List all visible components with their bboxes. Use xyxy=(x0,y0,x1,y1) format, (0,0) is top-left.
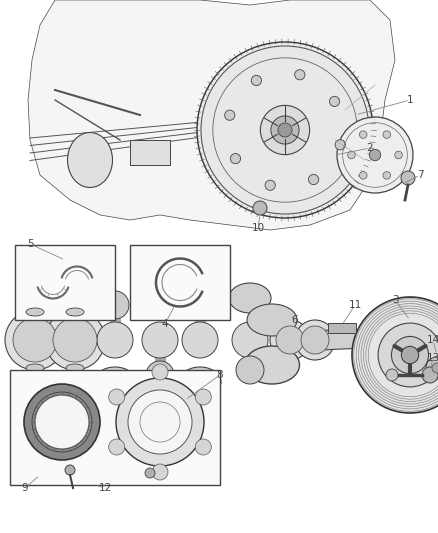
Text: 9: 9 xyxy=(22,483,28,493)
Text: 2: 2 xyxy=(367,143,373,153)
Circle shape xyxy=(392,336,428,374)
Circle shape xyxy=(386,369,398,381)
Ellipse shape xyxy=(66,308,84,316)
Circle shape xyxy=(360,172,367,179)
Circle shape xyxy=(152,464,168,480)
Circle shape xyxy=(401,346,419,364)
Circle shape xyxy=(97,322,133,358)
Circle shape xyxy=(186,291,214,319)
Circle shape xyxy=(182,322,218,358)
Circle shape xyxy=(276,326,304,354)
Circle shape xyxy=(271,116,299,144)
Ellipse shape xyxy=(244,346,300,384)
Text: 7: 7 xyxy=(417,170,423,180)
Circle shape xyxy=(195,389,211,405)
Circle shape xyxy=(146,361,174,389)
Text: 1: 1 xyxy=(407,95,413,105)
Text: 10: 10 xyxy=(251,223,265,233)
Circle shape xyxy=(195,439,211,455)
Circle shape xyxy=(369,149,381,161)
Text: 14: 14 xyxy=(426,335,438,345)
Circle shape xyxy=(337,117,413,193)
Circle shape xyxy=(236,356,264,384)
Text: 4: 4 xyxy=(162,319,168,329)
Circle shape xyxy=(401,171,415,185)
Circle shape xyxy=(422,367,438,383)
Circle shape xyxy=(270,320,310,360)
Circle shape xyxy=(197,42,373,218)
Circle shape xyxy=(251,75,261,86)
Circle shape xyxy=(395,151,403,159)
Circle shape xyxy=(329,96,339,107)
Ellipse shape xyxy=(139,283,181,313)
Circle shape xyxy=(301,326,329,354)
Circle shape xyxy=(230,154,240,164)
Polygon shape xyxy=(320,330,370,350)
Circle shape xyxy=(116,378,204,466)
Circle shape xyxy=(13,318,57,362)
Circle shape xyxy=(260,106,310,155)
Circle shape xyxy=(109,439,125,455)
Circle shape xyxy=(265,180,276,190)
Circle shape xyxy=(426,357,438,379)
Text: 8: 8 xyxy=(217,370,223,380)
Ellipse shape xyxy=(67,133,113,188)
Circle shape xyxy=(253,201,267,215)
Circle shape xyxy=(225,110,235,120)
Polygon shape xyxy=(28,0,395,230)
Circle shape xyxy=(383,172,391,179)
Bar xyxy=(130,245,230,320)
Bar xyxy=(130,140,170,165)
Ellipse shape xyxy=(26,308,44,316)
Text: 6: 6 xyxy=(292,315,298,325)
Ellipse shape xyxy=(26,364,44,372)
Circle shape xyxy=(5,310,65,370)
Circle shape xyxy=(101,291,129,319)
Bar xyxy=(15,245,115,320)
Bar xyxy=(10,370,220,485)
Circle shape xyxy=(295,320,335,360)
Circle shape xyxy=(360,131,367,139)
Ellipse shape xyxy=(179,367,221,397)
Ellipse shape xyxy=(66,364,84,372)
Text: 5: 5 xyxy=(27,239,33,249)
Text: 11: 11 xyxy=(348,300,362,310)
Circle shape xyxy=(142,322,178,358)
Circle shape xyxy=(383,131,391,139)
Circle shape xyxy=(24,384,100,460)
Text: 3: 3 xyxy=(392,295,398,305)
Circle shape xyxy=(432,363,438,373)
Circle shape xyxy=(109,389,125,405)
Ellipse shape xyxy=(247,304,297,336)
Bar xyxy=(328,323,356,333)
Circle shape xyxy=(335,140,345,150)
Circle shape xyxy=(278,123,292,137)
Text: 13: 13 xyxy=(426,353,438,363)
Ellipse shape xyxy=(229,283,271,313)
Circle shape xyxy=(378,323,438,387)
Circle shape xyxy=(45,310,105,370)
Text: 12: 12 xyxy=(99,483,112,493)
Circle shape xyxy=(152,364,168,380)
Circle shape xyxy=(65,465,75,475)
Circle shape xyxy=(295,70,305,80)
Circle shape xyxy=(53,318,97,362)
Circle shape xyxy=(308,174,319,184)
Circle shape xyxy=(232,322,268,358)
Circle shape xyxy=(35,395,89,449)
Circle shape xyxy=(201,46,369,214)
Circle shape xyxy=(128,390,192,454)
Circle shape xyxy=(352,297,438,413)
Circle shape xyxy=(145,468,155,478)
Circle shape xyxy=(348,151,355,159)
Ellipse shape xyxy=(94,367,136,397)
